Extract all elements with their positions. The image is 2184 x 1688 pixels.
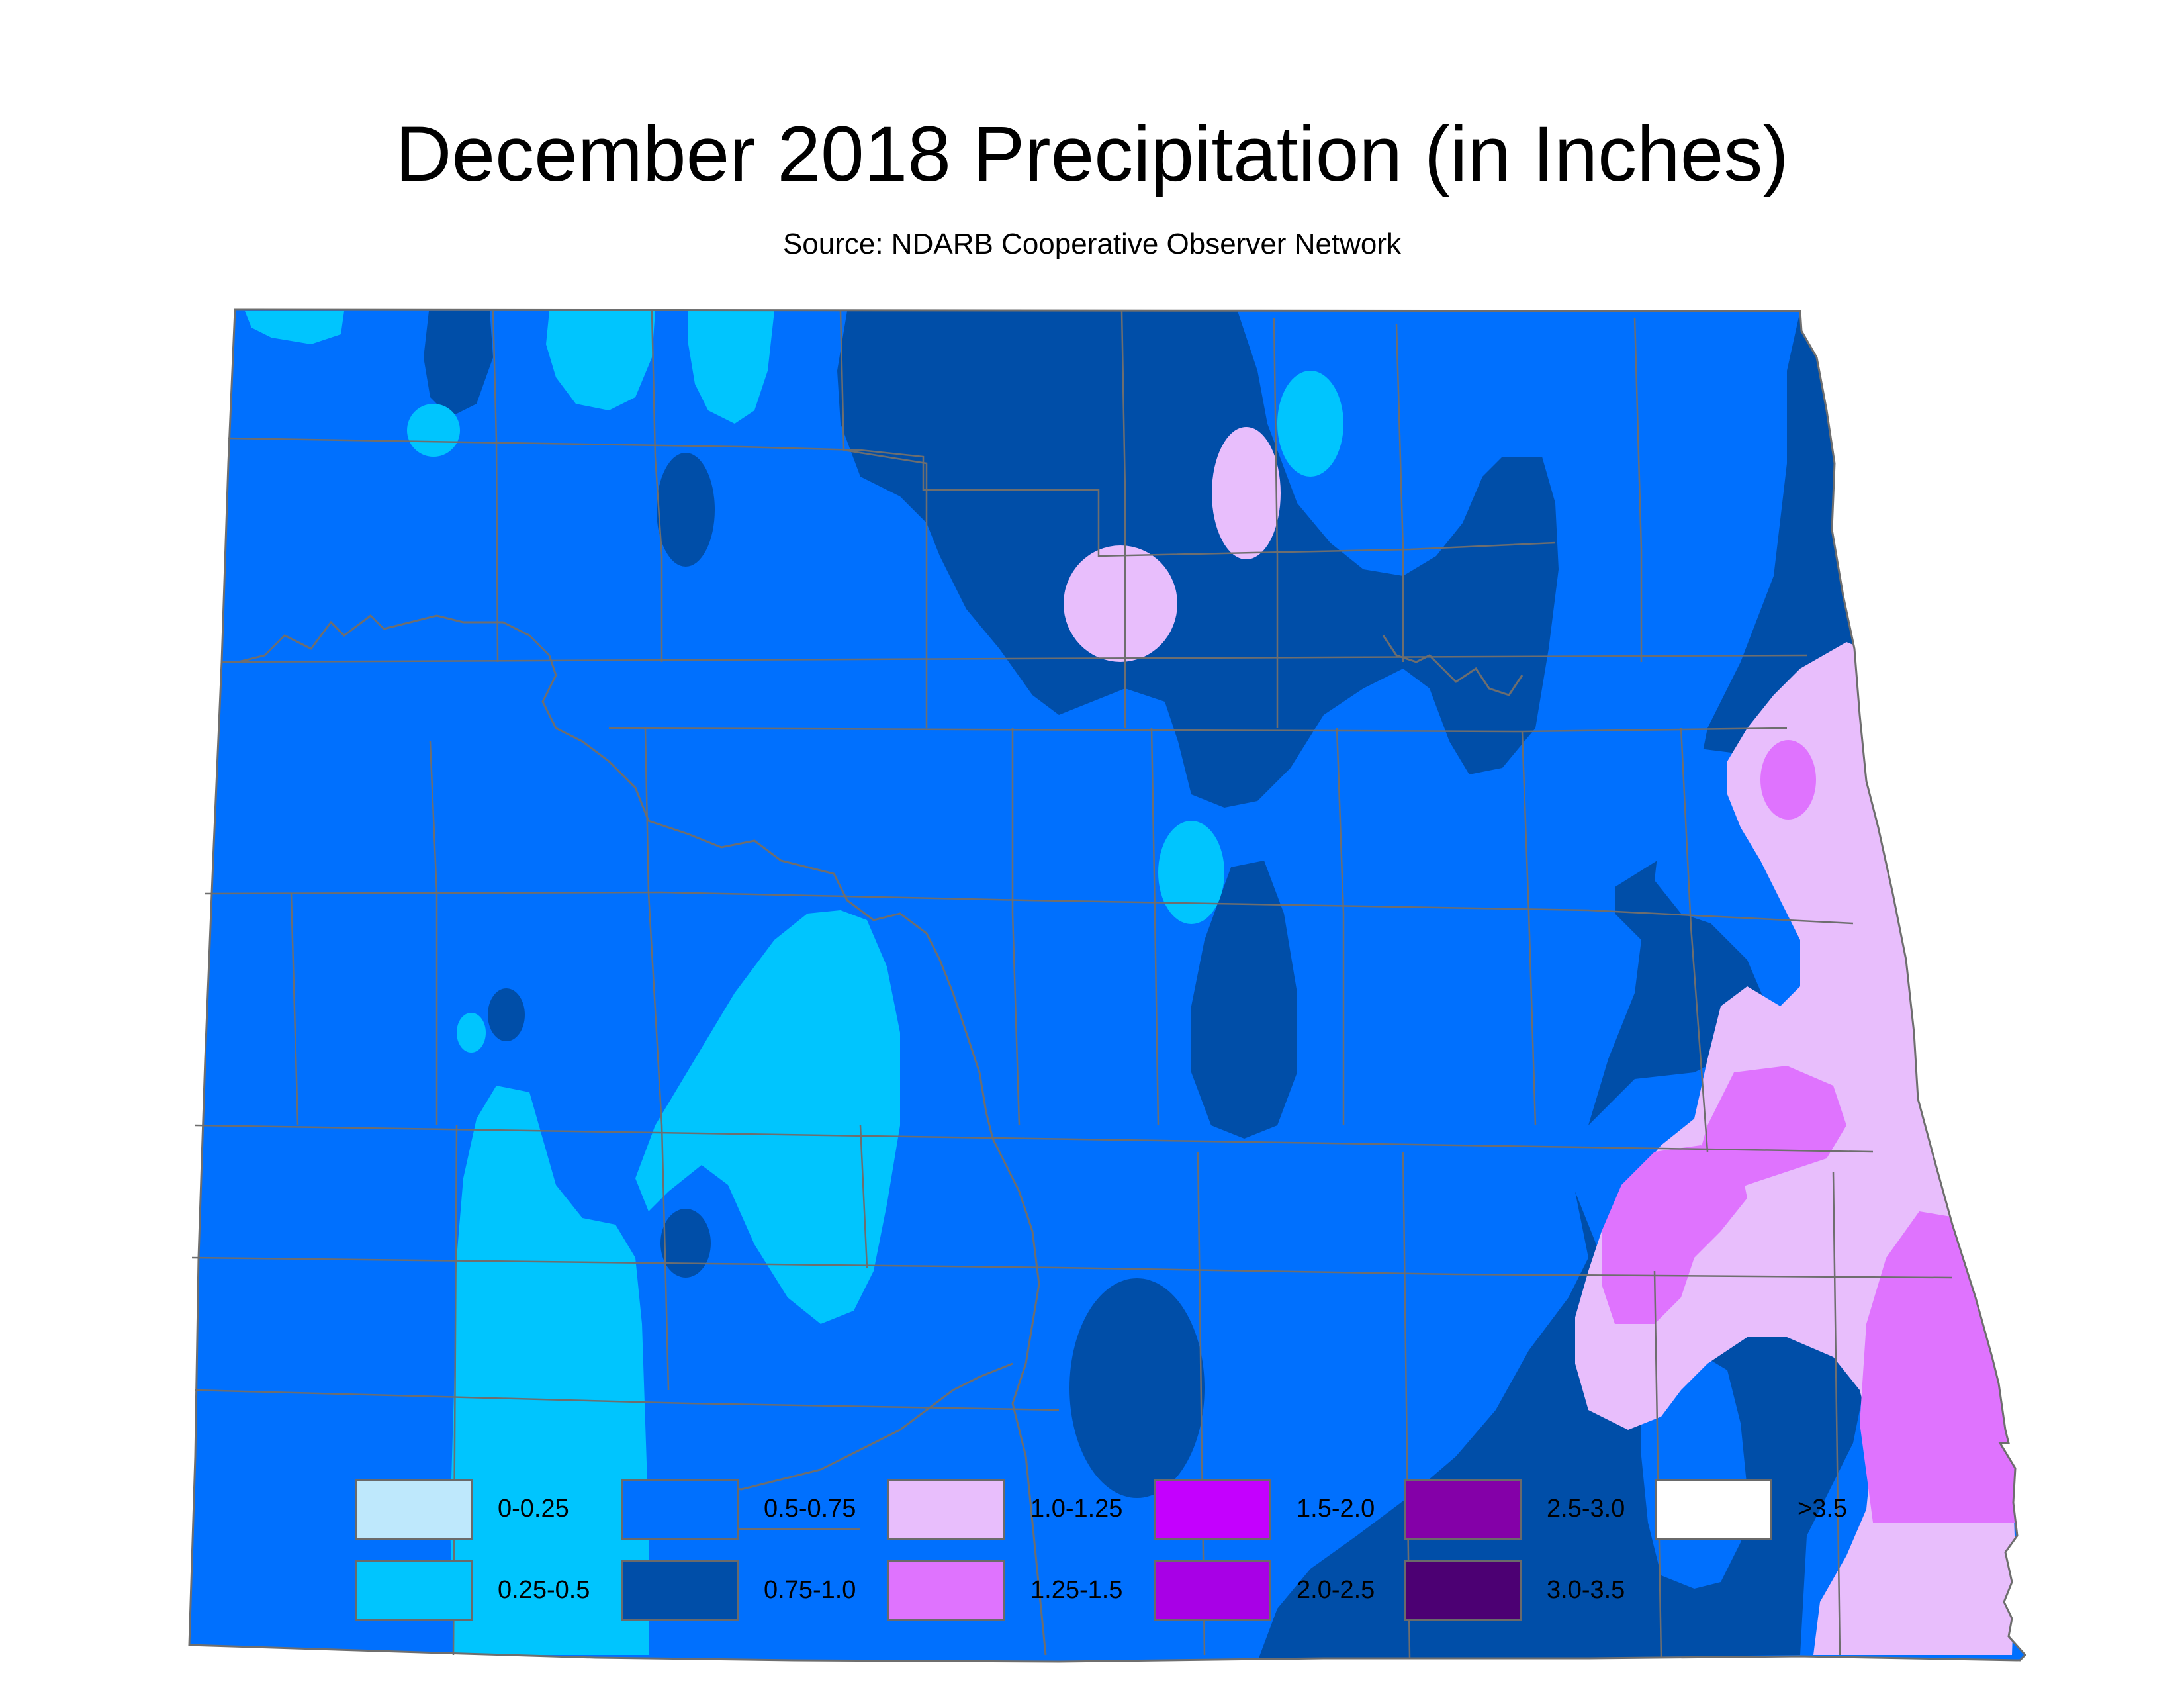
legend-swatch bbox=[355, 1560, 473, 1621]
county-line-v-2 bbox=[651, 310, 663, 662]
county-line-v-14 bbox=[1680, 727, 1709, 1152]
county-line-v-10 bbox=[1011, 728, 1021, 1126]
legend-label: 0.5-0.75 bbox=[764, 1495, 856, 1523]
legend-label: 3.0-3.5 bbox=[1547, 1576, 1625, 1604]
county-line-v-9 bbox=[644, 727, 670, 1391]
county-line-v-5 bbox=[1273, 317, 1279, 728]
county-line-v-8 bbox=[429, 741, 438, 1125]
county-line-v-7 bbox=[1633, 317, 1643, 662]
zone-1.25-1.5-se-blob bbox=[1602, 1145, 1747, 1324]
legend-label: 0.25-0.5 bbox=[498, 1576, 590, 1604]
county-line-v-1 bbox=[492, 310, 499, 663]
missouri-river bbox=[238, 614, 1047, 1656]
county-line-h-7 bbox=[195, 1389, 1060, 1411]
zone-0.75-1.0-north bbox=[837, 311, 1559, 808]
legend-label: 0-0.25 bbox=[498, 1495, 569, 1523]
map-title: December 2018 Precipitation (in Inches) bbox=[395, 111, 1789, 198]
county-line-v-20 bbox=[1653, 1270, 1662, 1659]
legend-swatch bbox=[621, 1560, 739, 1621]
county-line-v-11 bbox=[1150, 727, 1160, 1126]
zone-0.75-1.0-south bbox=[1069, 1278, 1205, 1498]
county-line-v-4 bbox=[1120, 310, 1126, 728]
map-subtitle: Source: NDARB Cooperative Observer Netwo… bbox=[782, 228, 1402, 260]
zone-0.25-0.5-south-west bbox=[450, 1086, 649, 1655]
zone-0.75-1.0-west bbox=[488, 988, 525, 1041]
zone-0.25-0.5-nw-edge bbox=[245, 311, 344, 344]
legend-label: 1.0-1.25 bbox=[1030, 1495, 1123, 1523]
zone-0.75-1.0-central bbox=[1191, 861, 1297, 1139]
river-sw-branch bbox=[687, 1362, 1013, 1503]
legend-swatch bbox=[1154, 1560, 1271, 1621]
county-line-v-3 bbox=[839, 310, 928, 728]
zone-0.25-0.5-north-b bbox=[688, 311, 774, 424]
legend-label: 0.75-1.0 bbox=[764, 1576, 856, 1604]
zone-1.25-1.5-ne bbox=[1760, 740, 1816, 820]
county-line-row-6 bbox=[191, 1256, 1953, 1279]
zone-1.0-1.25-north-a bbox=[1212, 427, 1281, 559]
legend-label: 1.25-1.5 bbox=[1030, 1576, 1123, 1604]
state-outline bbox=[188, 308, 2027, 1663]
county-line-v-6 bbox=[1395, 324, 1404, 662]
legend-swatch bbox=[1404, 1479, 1522, 1540]
legend-label: 1.5-2.0 bbox=[1297, 1495, 1375, 1523]
legend-label: >3.5 bbox=[1797, 1495, 1848, 1523]
county-line-v-13 bbox=[1521, 731, 1537, 1126]
legend-swatch bbox=[621, 1479, 739, 1540]
river-lines bbox=[238, 614, 1524, 1656]
zone-0.75-1.0-nw bbox=[424, 311, 493, 417]
legend-swatch bbox=[355, 1479, 473, 1540]
legend-swatch bbox=[1154, 1479, 1271, 1540]
zone-0.25-0.5-nw-small bbox=[407, 404, 460, 457]
county-line-row-4 bbox=[205, 891, 1854, 925]
county-line-v-17 bbox=[859, 1125, 868, 1268]
zone-0.25-0.5-southwest bbox=[635, 910, 900, 1324]
county-line-v-21 bbox=[1832, 1171, 1841, 1656]
legend-swatch bbox=[887, 1560, 1005, 1621]
zone-0.25-0.5-north-c bbox=[1277, 371, 1343, 477]
zone-0.25-0.5-west-small bbox=[457, 1013, 486, 1053]
legend-label: 2.5-3.0 bbox=[1547, 1495, 1625, 1523]
county-line-v-12 bbox=[1336, 727, 1345, 1125]
county-line-v-15 bbox=[290, 893, 299, 1126]
zone-0.75-1.0-nw-b bbox=[657, 453, 715, 567]
county-line-row-2 bbox=[221, 654, 1807, 663]
zone-1.0-1.25-north-b bbox=[1064, 545, 1177, 662]
legend-label: 2.0-2.5 bbox=[1297, 1576, 1375, 1604]
river-ne-devils bbox=[1382, 635, 1524, 696]
zone-0.25-0.5-north-a bbox=[546, 311, 655, 410]
zone-0.25-0.5-central bbox=[1158, 821, 1224, 924]
legend-swatch bbox=[1404, 1560, 1522, 1621]
legend-swatch bbox=[887, 1479, 1005, 1540]
county-line-row-5 bbox=[195, 1124, 1874, 1153]
county-line-row-1 bbox=[228, 437, 1556, 557]
legend-swatch bbox=[1655, 1479, 1772, 1540]
zone-0.75-1.0-sw bbox=[660, 1209, 711, 1278]
county-lines bbox=[191, 310, 1953, 1659]
